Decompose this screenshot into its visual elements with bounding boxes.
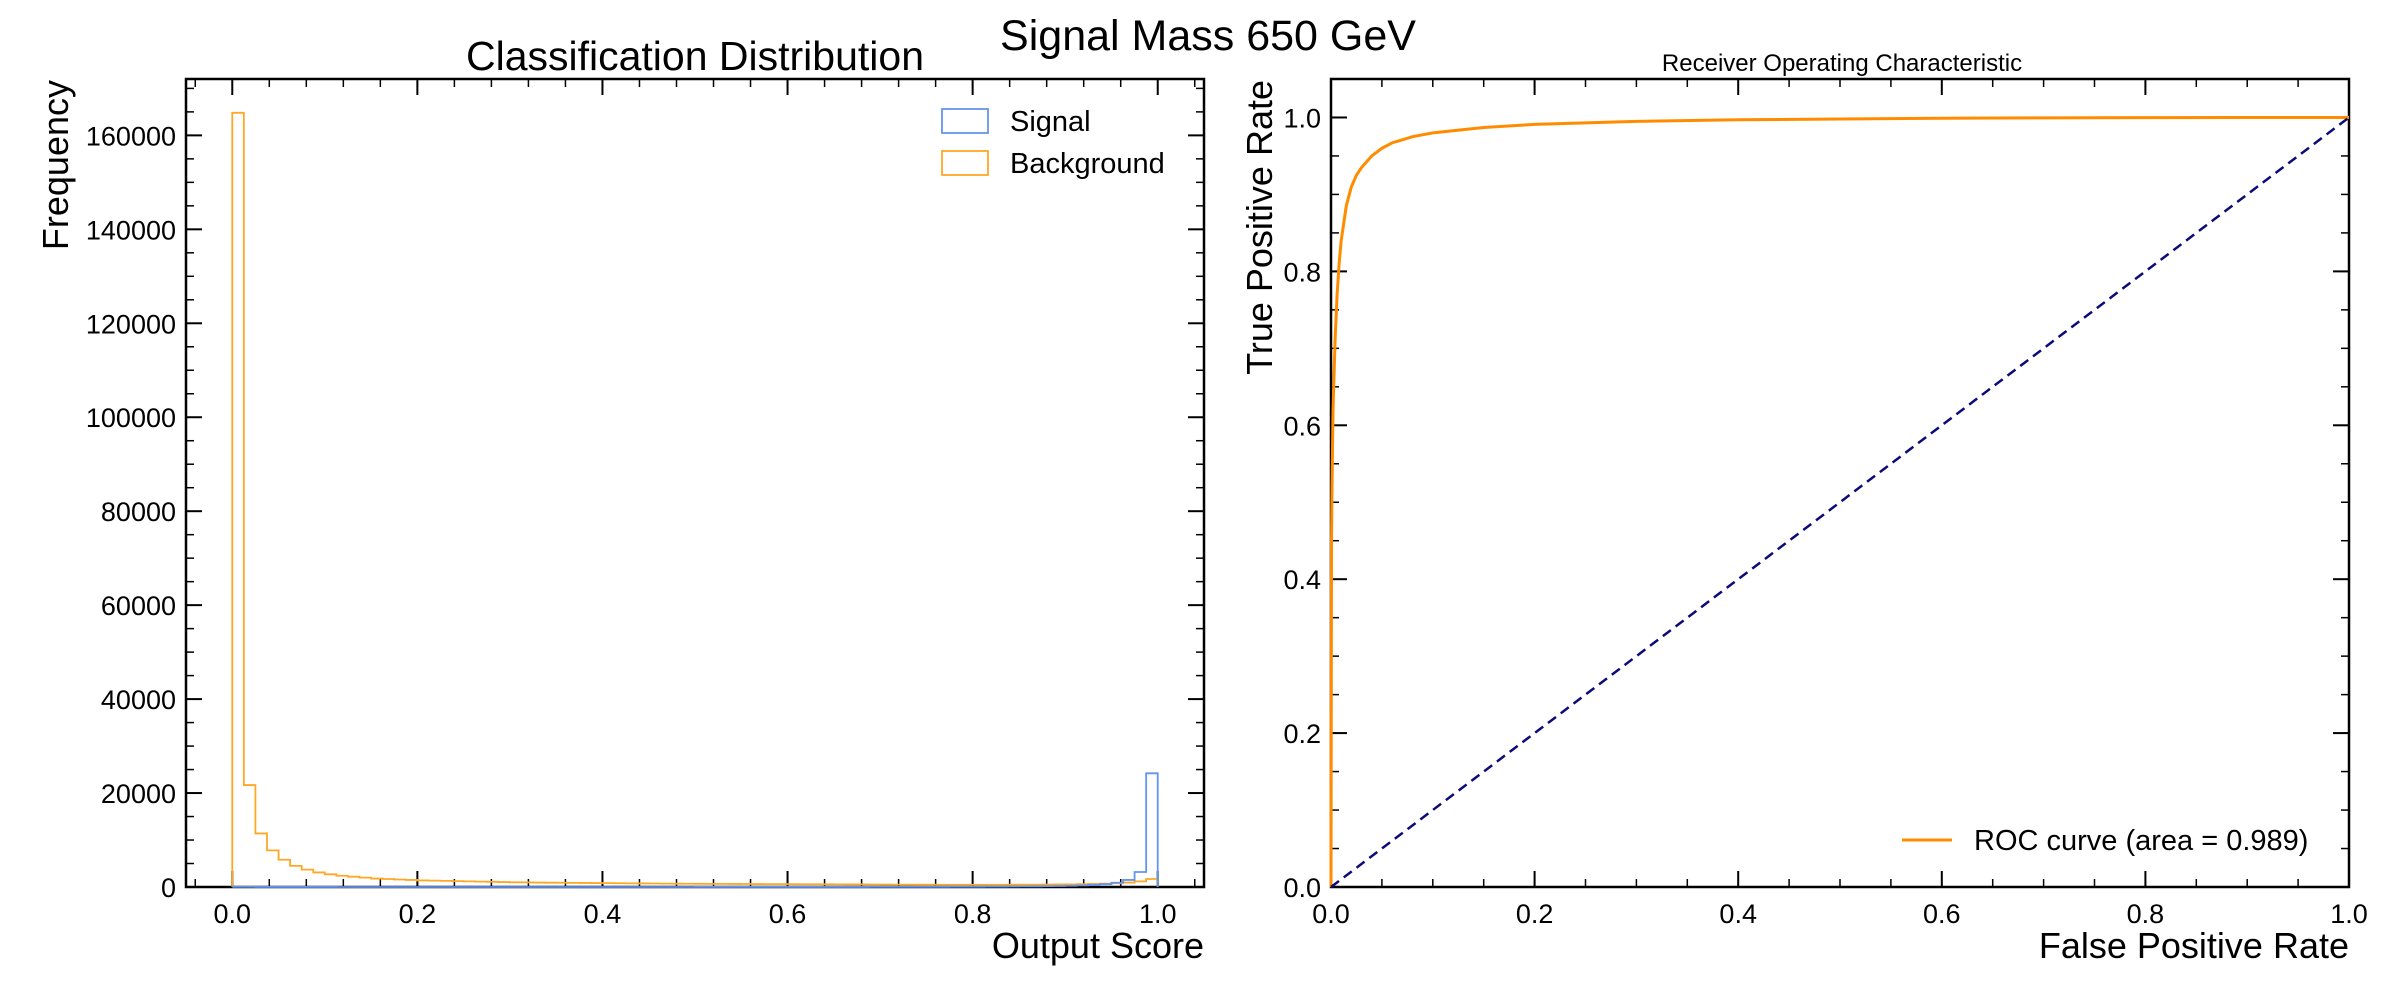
roc-frame — [1329, 77, 2351, 889]
roc-y-axis-label: True Positive Rate — [1239, 80, 1280, 375]
roc-curve-line — [1329, 115, 2350, 888]
roc-x-tick-label: 0.6 — [1923, 899, 1961, 929]
histogram-series-background — [231, 111, 1159, 888]
legend-label-roc-curve: ROC curve (area = 0.989) — [1974, 825, 2308, 857]
histogram-x-axis-label: Output Score — [992, 925, 1204, 966]
histogram-frame — [184, 77, 1206, 889]
legend-swatch-signal — [941, 108, 989, 134]
roc-y-tick-label: 0.4 — [1283, 565, 1321, 595]
histogram-series-signal — [231, 772, 1159, 888]
roc-legend: ROC curve (area = 0.989) — [1902, 825, 2308, 857]
histogram-y-tick-label: 40000 — [101, 685, 176, 715]
roc-y-tick-label: 0.6 — [1283, 411, 1321, 441]
histogram-panel: Classification Distribution 0.0 0.2 0.4 0.6… — [35, 33, 1206, 966]
histogram-title: Classification Distribution — [466, 33, 924, 79]
roc-diagonal-reference-line — [1330, 116, 2350, 888]
histogram-y-tick-label: 120000 — [86, 309, 176, 339]
legend-label-signal: Signal — [1010, 106, 1091, 138]
roc-x-tick-label: 0.2 — [1516, 899, 1554, 929]
histogram-x-tick-label: 0.6 — [769, 899, 807, 929]
roc-y-tick-label: 0.8 — [1283, 257, 1321, 287]
histogram-x-tick-label: 1.0 — [1139, 899, 1177, 929]
figure-suptitle: Signal Mass 650 GeV — [1000, 12, 1416, 60]
histogram-y-tick-label: 60000 — [101, 591, 176, 621]
roc-x-tick-label: 0.0 — [1312, 899, 1350, 929]
histogram-y-tick-label: 100000 — [86, 403, 176, 433]
histogram-y-tick-label: 140000 — [86, 215, 176, 245]
histogram-y-tick-label: 0 — [161, 873, 176, 903]
histogram-plot-area: 0.0 0.2 0.4 0.6 0.8 1.0 0 20000 40000 60000 80000 1… — [86, 77, 1206, 929]
histogram-y-tick-label: 20000 — [101, 779, 176, 809]
histogram-y-axis-label: Frequency — [35, 80, 76, 250]
roc-x-tick-label: 1.0 — [2330, 899, 2368, 929]
legend-label-background: Background — [1010, 148, 1165, 180]
legend-swatch-background — [941, 150, 989, 176]
histogram-x-tick-label: 0.4 — [584, 899, 622, 929]
histogram-y-tick-label: 160000 — [86, 121, 176, 151]
histogram-x-tick-label: 0.2 — [399, 899, 437, 929]
roc-y-tick-label: 1.0 — [1283, 103, 1321, 133]
histogram-y-tick-label: 80000 — [101, 497, 176, 527]
roc-title: Receiver Operating Characteristic — [1662, 50, 2022, 77]
roc-plot-area: 0.0 0.2 0.4 0.6 0.8 1.0 0.0 0.2 0.4 0.6 0.8 1.0 — [1283, 77, 2368, 929]
roc-x-tick-label: 0.4 — [1719, 899, 1757, 929]
roc-y-tick-label: 0.0 — [1283, 873, 1321, 903]
roc-x-axis-label: False Positive Rate — [2039, 925, 2349, 966]
histogram-x-tick-label: 0.8 — [954, 899, 992, 929]
histogram-x-tick-label: 0.0 — [213, 899, 251, 929]
roc-y-tick-label: 0.2 — [1283, 719, 1321, 749]
roc-x-tick-label: 0.8 — [2127, 899, 2165, 929]
roc-panel: Receiver Operating Characteristic 0.0 0.2… — [1239, 50, 2368, 966]
histogram-legend: Signal Background — [941, 106, 1165, 180]
